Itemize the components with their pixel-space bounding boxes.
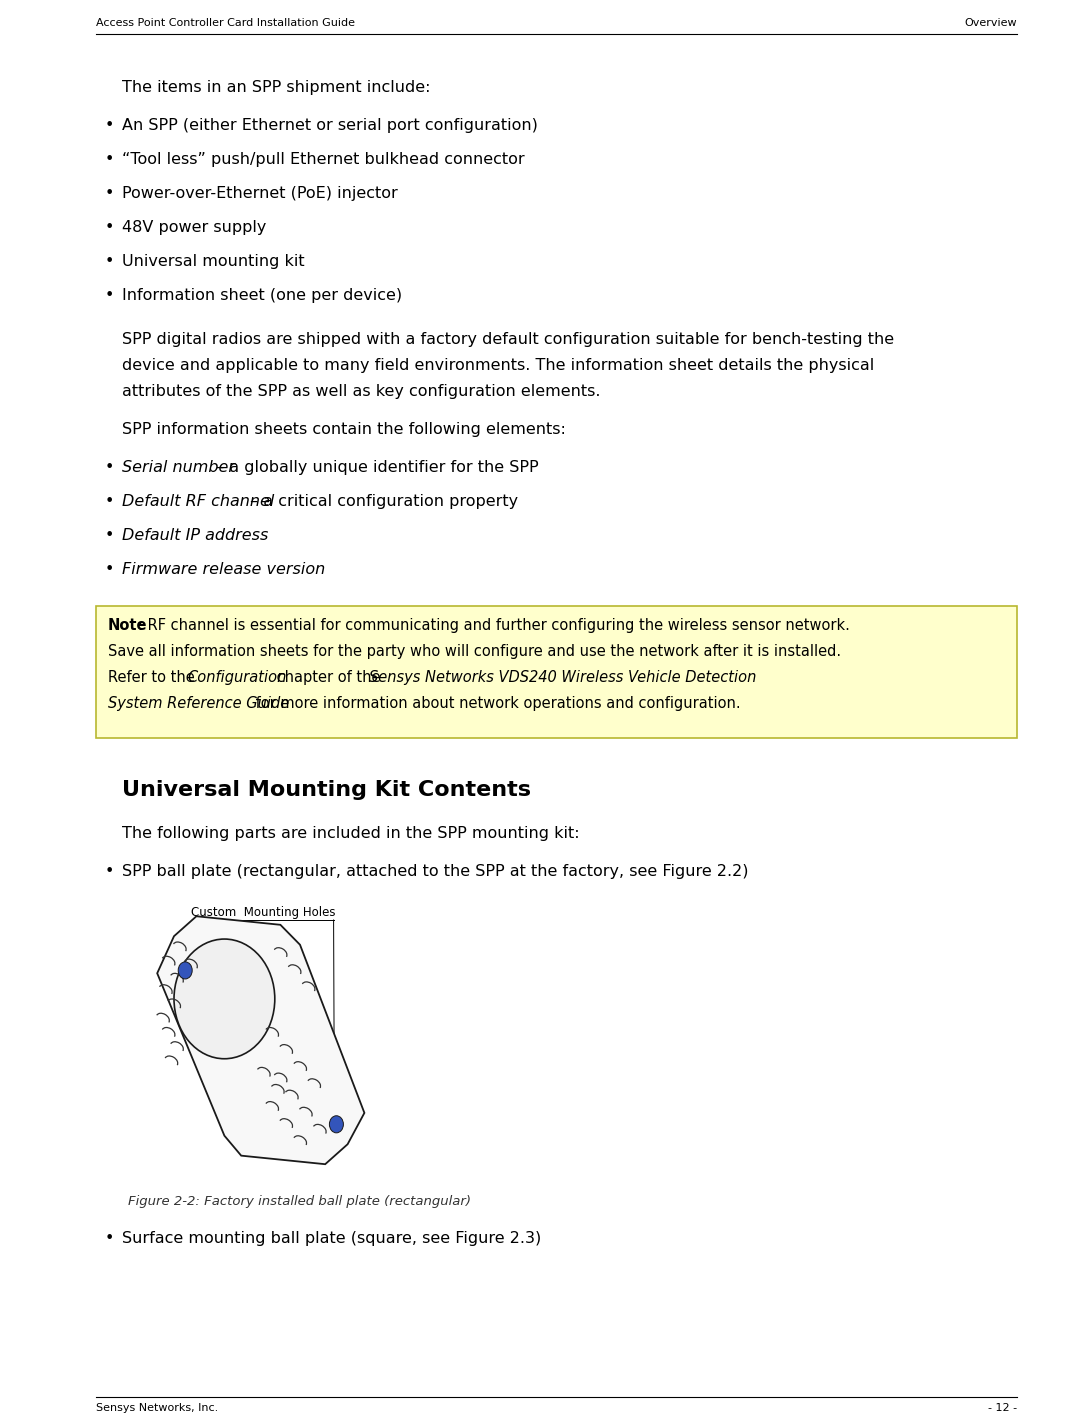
Text: Firmware release version: Firmware release version: [122, 561, 326, 577]
Text: •: •: [104, 529, 114, 543]
Text: Universal Mounting Kit Contents: Universal Mounting Kit Contents: [122, 780, 531, 800]
Text: Surface mounting ball plate (square, see Figure 2.3): Surface mounting ball plate (square, see…: [122, 1231, 542, 1246]
Text: Figure 2-2: Factory installed ball plate (rectangular): Figure 2-2: Factory installed ball plate…: [128, 1195, 471, 1208]
Text: System Reference Guide: System Reference Guide: [108, 696, 289, 710]
Text: •: •: [104, 254, 114, 269]
Text: SPP digital radios are shipped with a factory default configuration suitable for: SPP digital radios are shipped with a fa…: [122, 333, 895, 347]
Ellipse shape: [178, 962, 192, 979]
Text: •: •: [104, 220, 114, 234]
Text: Save all information sheets for the party who will configure and use the network: Save all information sheets for the part…: [108, 644, 841, 659]
Text: Default IP address: Default IP address: [122, 529, 268, 543]
Text: •: •: [104, 118, 114, 134]
Text: •: •: [104, 561, 114, 577]
Text: Sensys Networks VDS240 Wireless Vehicle Detection: Sensys Networks VDS240 Wireless Vehicle …: [370, 669, 756, 685]
Text: •: •: [104, 864, 114, 880]
Text: – a globally unique identifier for the SPP: – a globally unique identifier for the S…: [211, 460, 539, 475]
Text: – a critical configuration property: – a critical configuration property: [245, 495, 518, 509]
Text: The following parts are included in the SPP mounting kit:: The following parts are included in the …: [122, 826, 580, 841]
Text: Universal mounting kit: Universal mounting kit: [122, 254, 305, 269]
Text: : RF channel is essential for communicating and further configuring the wireless: : RF channel is essential for communicat…: [137, 618, 850, 632]
Text: attributes of the SPP as well as key configuration elements.: attributes of the SPP as well as key con…: [122, 384, 601, 399]
Text: Configuration: Configuration: [187, 669, 286, 685]
Text: SPP ball plate (rectangular, attached to the SPP at the factory, see Figure 2.2): SPP ball plate (rectangular, attached to…: [122, 864, 749, 880]
Text: •: •: [104, 460, 114, 475]
Text: Overview: Overview: [965, 18, 1017, 28]
Text: Access Point Controller Card Installation Guide: Access Point Controller Card Installatio…: [96, 18, 355, 28]
Text: An SPP (either Ethernet or serial port configuration): An SPP (either Ethernet or serial port c…: [122, 118, 538, 134]
Text: chapter of the: chapter of the: [272, 669, 384, 685]
Ellipse shape: [329, 1115, 343, 1133]
Text: device and applicable to many field environments. The information sheet details : device and applicable to many field envi…: [122, 358, 874, 372]
Text: Serial number: Serial number: [122, 460, 235, 475]
FancyBboxPatch shape: [96, 605, 1017, 737]
Text: Custom  Mounting Holes: Custom Mounting Holes: [192, 907, 335, 919]
Text: “Tool less” push/pull Ethernet bulkhead connector: “Tool less” push/pull Ethernet bulkhead …: [122, 152, 525, 168]
Text: SPP information sheets contain the following elements:: SPP information sheets contain the follo…: [122, 422, 567, 438]
Text: Default RF channel: Default RF channel: [122, 495, 275, 509]
Ellipse shape: [174, 939, 275, 1059]
Text: - 12 -: - 12 -: [988, 1403, 1017, 1412]
Text: •: •: [104, 186, 114, 200]
Text: for more information about network operations and configuration.: for more information about network opera…: [251, 696, 740, 710]
Text: •: •: [104, 288, 114, 303]
Text: •: •: [104, 152, 114, 168]
Text: Information sheet (one per device): Information sheet (one per device): [122, 288, 403, 303]
Text: The items in an SPP shipment include:: The items in an SPP shipment include:: [122, 80, 431, 95]
Text: 48V power supply: 48V power supply: [122, 220, 267, 234]
Text: Sensys Networks, Inc.: Sensys Networks, Inc.: [96, 1403, 218, 1412]
Text: •: •: [104, 1231, 114, 1246]
Text: Note: Note: [108, 618, 147, 632]
Polygon shape: [158, 917, 364, 1164]
Text: Refer to the: Refer to the: [108, 669, 199, 685]
Text: •: •: [104, 495, 114, 509]
Text: Power-over-Ethernet (PoE) injector: Power-over-Ethernet (PoE) injector: [122, 186, 398, 200]
